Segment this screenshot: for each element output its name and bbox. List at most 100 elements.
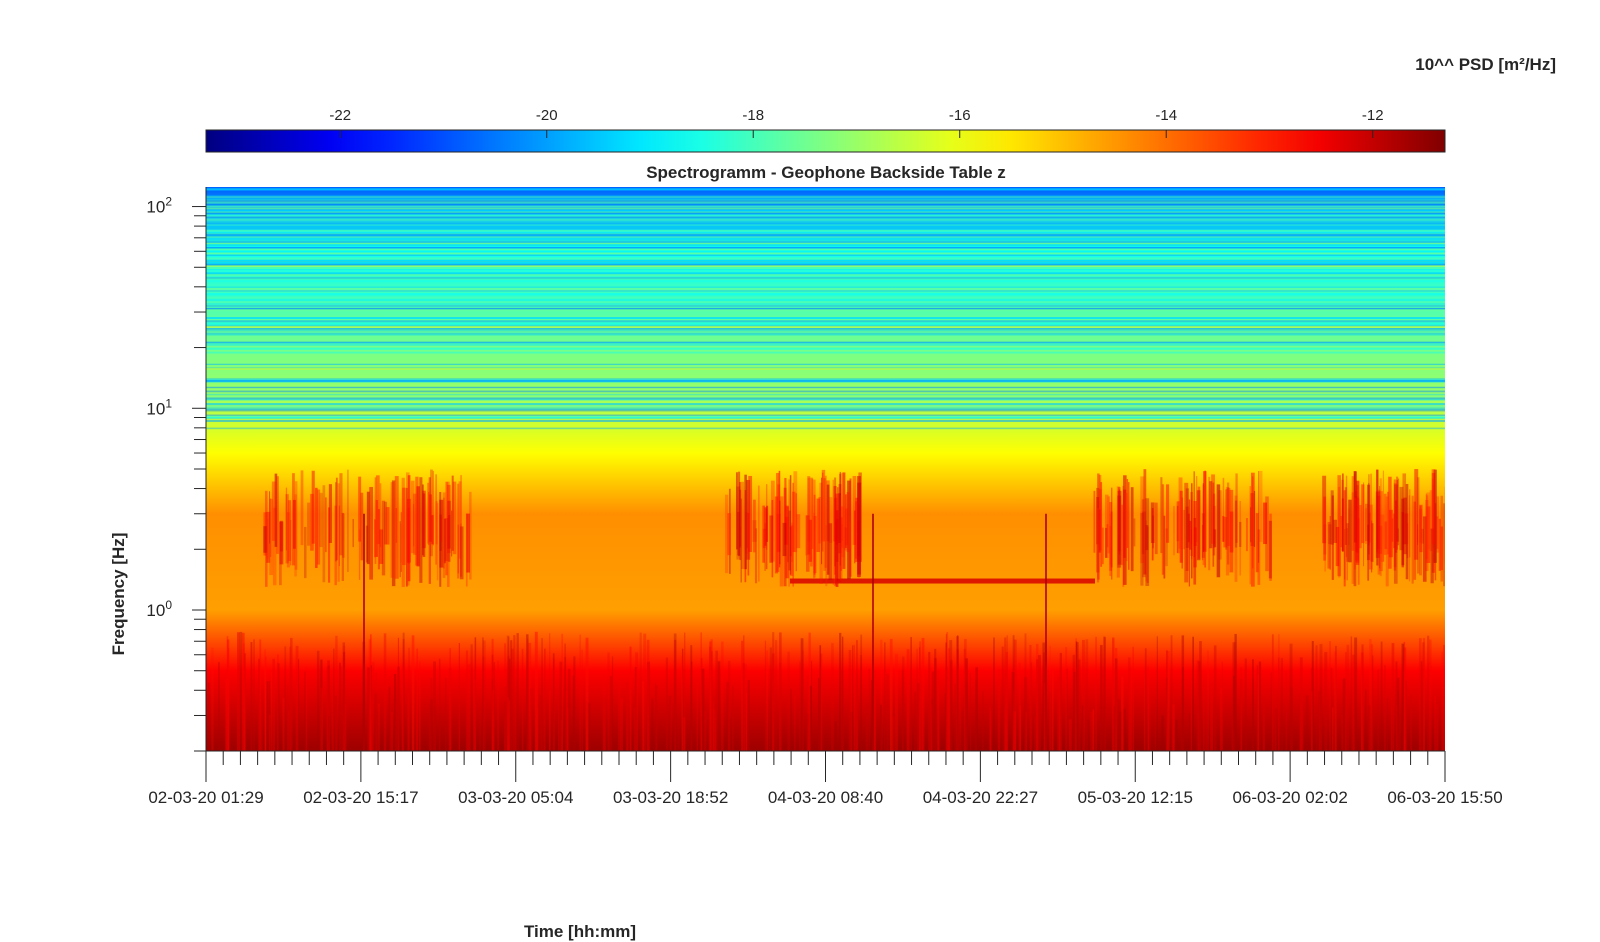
activity-patch (265, 519, 269, 559)
activity-patch (1401, 498, 1405, 566)
low-frequency-noise (530, 688, 533, 751)
activity-patch (1105, 494, 1109, 558)
activity-patch (791, 522, 793, 562)
activity-patch (469, 491, 472, 580)
low-frequency-noise (934, 648, 937, 751)
low-frequency-noise (1377, 669, 1380, 751)
activity-patch (1324, 499, 1326, 572)
low-frequency-noise (854, 682, 857, 751)
noise-streak (206, 332, 1445, 334)
activity-patch (263, 526, 268, 553)
low-frequency-noise (328, 716, 330, 751)
x-tick-label: 03-03-20 18:52 (613, 788, 728, 807)
low-frequency-noise (1334, 651, 1337, 751)
low-frequency-noise (491, 654, 494, 751)
activity-patch (317, 489, 321, 565)
activity-patch (813, 515, 817, 574)
low-frequency-noise (438, 715, 441, 751)
low-frequency-noise (889, 639, 893, 751)
activity-patch (736, 486, 741, 560)
activity-patch (337, 483, 340, 582)
low-frequency-noise (682, 717, 686, 751)
noise-streak (206, 322, 1445, 325)
colorbar-tick-label: -12 (1362, 107, 1384, 124)
activity-patch (795, 493, 797, 572)
low-frequency-noise (370, 665, 372, 751)
activity-patch (813, 512, 815, 579)
low-frequency-noise (1207, 650, 1209, 751)
activity-patch (339, 473, 343, 556)
activity-patch (451, 510, 453, 557)
low-frequency-noise (564, 643, 566, 751)
activity-patch (1379, 478, 1382, 577)
low-frequency-noise (1100, 645, 1103, 751)
activity-patch (792, 491, 796, 552)
low-frequency-noise (732, 685, 734, 751)
low-frequency-noise (482, 656, 485, 751)
low-frequency-noise (1172, 704, 1175, 751)
noise-streak (206, 233, 1445, 235)
low-frequency-noise (534, 631, 538, 751)
low-frequency-noise (993, 637, 995, 751)
activity-patch (270, 498, 272, 558)
noise-streak (206, 250, 1445, 253)
activity-patch (1126, 479, 1129, 548)
activity-patch (1383, 493, 1387, 555)
activity-patch (358, 476, 362, 542)
low-frequency-noise (1345, 652, 1347, 751)
noise-streak (206, 332, 1445, 335)
low-frequency-noise (937, 682, 940, 751)
low-frequency-noise (930, 698, 934, 751)
activity-patch (849, 478, 852, 577)
noise-streak (206, 293, 1445, 297)
activity-patch (342, 513, 345, 558)
low-frequency-noise (957, 635, 959, 751)
low-frequency-noise (265, 656, 267, 751)
activity-patch (1368, 474, 1370, 555)
low-frequency-noise (918, 647, 921, 751)
activity-patch (1368, 504, 1373, 570)
activity-patch (285, 487, 288, 551)
noise-streak (206, 196, 1445, 199)
activity-patch (435, 474, 438, 565)
activity-patch (1163, 515, 1166, 579)
noise-streak (206, 377, 1445, 381)
low-frequency-noise (1420, 661, 1423, 751)
activity-patch (1251, 476, 1254, 569)
activity-patch (1255, 513, 1259, 573)
low-frequency-noise (766, 650, 768, 751)
y-tick-label: 102 (146, 195, 172, 217)
activity-patch (785, 505, 789, 579)
low-frequency-noise (479, 697, 481, 751)
activity-patch (457, 483, 460, 579)
activity-patch (784, 477, 787, 545)
low-frequency-noise (1210, 682, 1213, 751)
low-frequency-noise (207, 682, 210, 751)
activity-patch (805, 515, 810, 572)
activity-patch (1433, 469, 1437, 563)
low-frequency-noise (331, 687, 334, 751)
activity-patch (747, 513, 750, 576)
low-frequency-noise (989, 710, 992, 751)
low-frequency-noise (1114, 658, 1118, 751)
activity-patch (1109, 526, 1112, 577)
activity-patch (1364, 503, 1369, 542)
low-frequency-noise (491, 678, 494, 751)
low-frequency-noise (1258, 661, 1262, 751)
noise-streak (206, 248, 1445, 251)
low-frequency-noise (560, 720, 563, 751)
low-frequency-noise (959, 676, 962, 751)
low-frequency-noise (1190, 680, 1192, 751)
activity-patch (1431, 469, 1436, 545)
low-frequency-noise (1270, 672, 1272, 751)
low-frequency-noise (841, 636, 844, 751)
activity-patch (1344, 529, 1346, 580)
activity-patch (394, 476, 399, 579)
low-frequency-noise (1182, 667, 1184, 751)
noise-streak (206, 398, 1445, 401)
low-frequency-noise (1166, 650, 1168, 751)
low-frequency-noise (211, 647, 214, 751)
low-frequency-noise (1370, 644, 1374, 751)
low-frequency-noise (1397, 677, 1400, 751)
low-frequency-noise (497, 660, 499, 751)
